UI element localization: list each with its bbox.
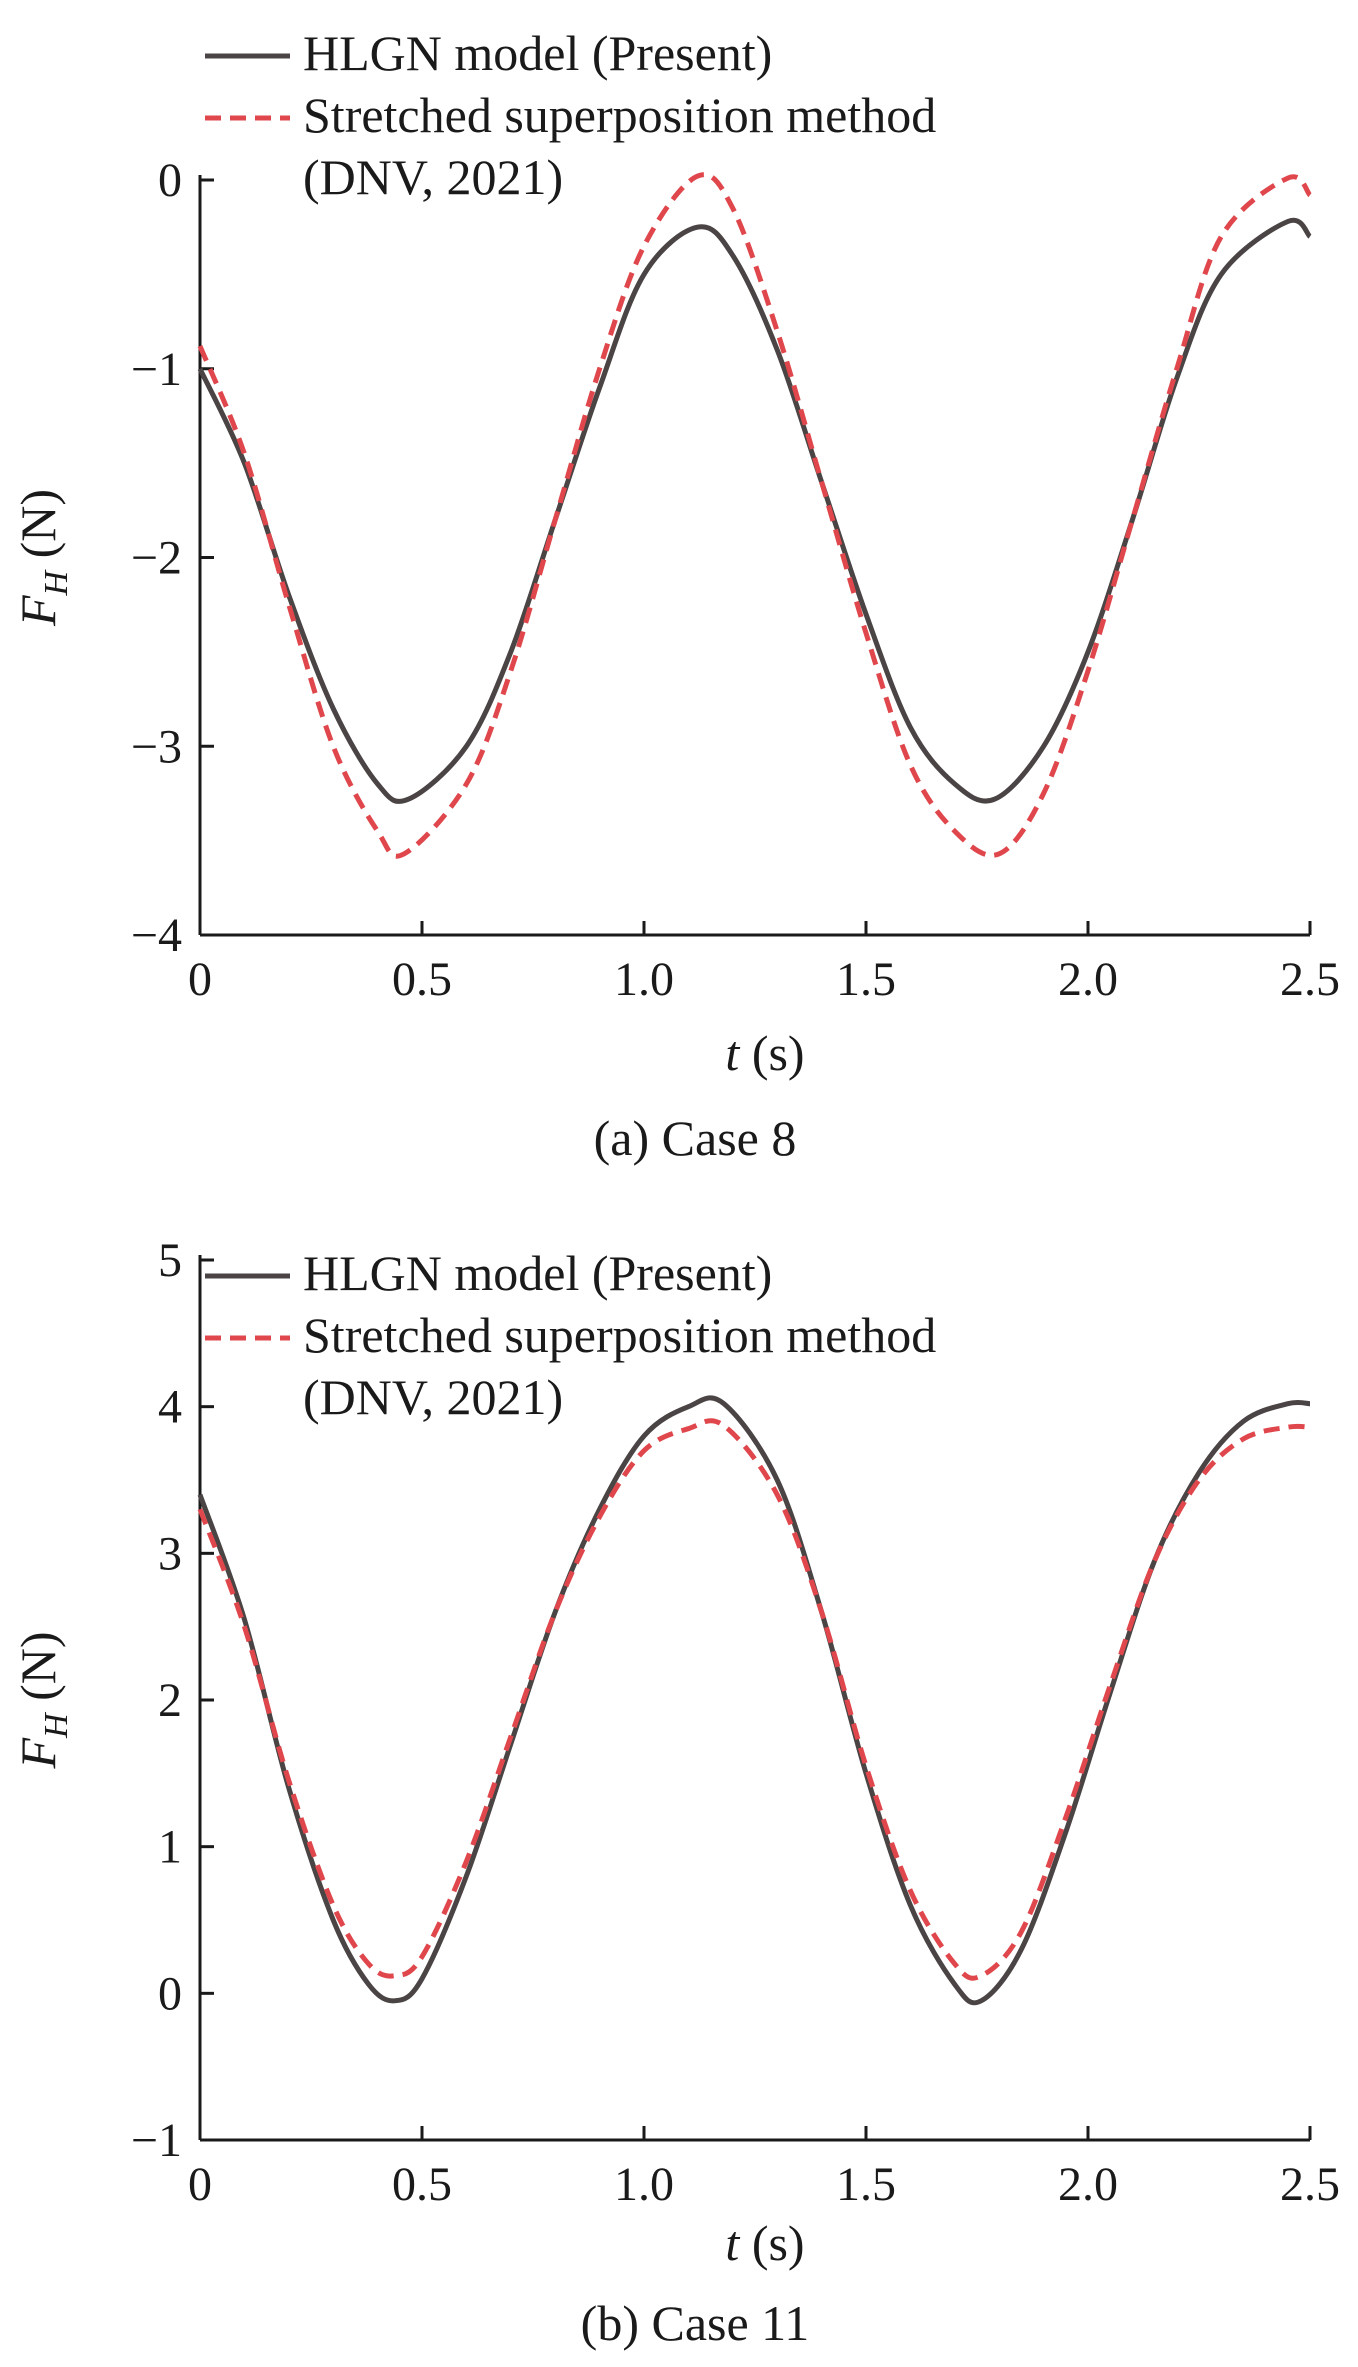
legend-entry: HLGN model (Present) (303, 1245, 772, 1301)
y-tick-label: −1 (131, 343, 182, 396)
x-tick-label: 2.5 (1280, 953, 1340, 1006)
legend-entry: HLGN model (Present) (303, 25, 772, 81)
y-tick-label: 4 (158, 1381, 182, 1434)
x-tick-label: 1.5 (836, 953, 896, 1006)
y-tick-label: 3 (158, 1527, 182, 1580)
y-tick-label: 0 (158, 1967, 182, 2020)
y-tick-label: −2 (131, 532, 182, 585)
legend: HLGN model (Present) Stretched superposit… (205, 25, 936, 205)
y-tick-label: −4 (131, 909, 182, 962)
y-tick-label: 1 (158, 1821, 182, 1874)
x-axis-title: t (s) (725, 2215, 804, 2271)
y-tick-label: 2 (158, 1674, 182, 1727)
x-tick-label: 2.0 (1058, 953, 1118, 1006)
x-tick-label: 2.5 (1280, 2158, 1340, 2211)
panel-caption: (a) Case 8 (594, 1110, 797, 1166)
x-tick-label: 0.5 (392, 2158, 452, 2211)
x-tick-label: 2.0 (1058, 2158, 1118, 2211)
legend: HLGN model (Present) Stretched superposit… (205, 1245, 936, 1425)
y-axis-title: FH (N) (10, 1631, 75, 1769)
legend-entry-continuation: (DNV, 2021) (303, 149, 563, 205)
x-tick-label: 1.0 (614, 953, 674, 1006)
y-tick-label: 0 (158, 154, 182, 207)
x-tick-label: 1.0 (614, 2158, 674, 2211)
y-tick-label: −3 (131, 720, 182, 773)
x-tick-label: 0.5 (392, 953, 452, 1006)
legend-entry-continuation: (DNV, 2021) (303, 1369, 563, 1425)
series-line-stretched (197, 172, 1312, 859)
series-line-hlgn (197, 1395, 1311, 2006)
x-axis-title: t (s) (725, 1025, 804, 1081)
legend-entry: Stretched superposition method (303, 1307, 936, 1363)
y-axis-title: FH (N) (10, 489, 75, 627)
series-line-stretched (197, 1418, 1311, 1981)
y-tick-label: 5 (158, 1234, 182, 1287)
x-tick-label: 1.5 (836, 2158, 896, 2211)
legend-entry: Stretched superposition method (303, 87, 936, 143)
y-tick-label: −1 (131, 2114, 182, 2167)
chart-panel-a: 0−1−2−3−40 0.5 1.0 1.5 2.0 2.5t (s)FH (N)HLGN… (10, 25, 1340, 1166)
panel-caption: (b) Case 11 (581, 2295, 810, 2351)
x-tick-label: 0 (188, 2158, 212, 2211)
x-tick-label: 0 (188, 953, 212, 1006)
series-line-hlgn (197, 217, 1312, 805)
